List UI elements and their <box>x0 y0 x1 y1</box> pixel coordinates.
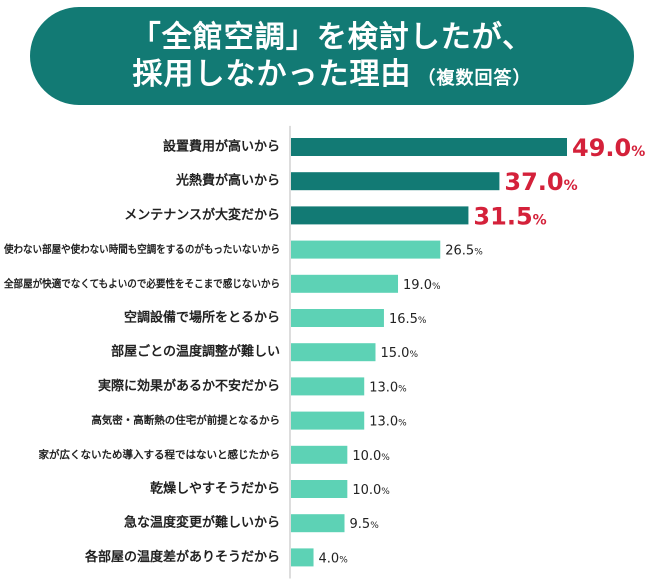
value-unit: % <box>409 350 418 360</box>
value-unit: % <box>564 178 578 194</box>
value-unit: % <box>631 144 645 160</box>
chart-title-line2-text: 採用しなかった理由 <box>132 57 412 92</box>
value-label: 10.0% <box>352 449 390 464</box>
category-label: 高気密・高断熱の住宅が前提となるから <box>91 414 280 427</box>
value-unit: % <box>370 521 379 531</box>
value-label: 9.5% <box>350 517 380 532</box>
value-unit: % <box>474 248 483 258</box>
category-label: 全部屋が快適でなくてもよいので必要性をそこまで感じないから <box>3 277 280 290</box>
value-unit: % <box>339 555 348 565</box>
value-label: 16.5% <box>389 312 427 327</box>
value-number: 9.5 <box>350 517 371 532</box>
value-number: 49.0 <box>572 134 631 162</box>
chart-title-line1: 「全館空調」を検討したが、 <box>130 20 534 55</box>
value-number: 19.0 <box>403 278 432 293</box>
value-unit: % <box>533 212 547 228</box>
bar <box>291 445 348 464</box>
value-label: 37.0% <box>504 168 577 196</box>
value-label: 4.0% <box>319 551 349 566</box>
bar <box>291 514 345 533</box>
value-number: 16.5 <box>389 312 418 327</box>
bar <box>291 309 384 327</box>
bar <box>291 240 441 259</box>
value-number: 15.0 <box>380 346 409 361</box>
category-label: 使わない部屋や使わない時間も空調をするのがもったいないから <box>3 243 280 256</box>
bar <box>291 274 399 293</box>
category-label: 光熱費が高いから <box>175 173 280 189</box>
category-label: 空調設備で場所をとるから <box>124 310 280 326</box>
bar <box>291 377 365 396</box>
value-number: 31.5 <box>473 202 532 230</box>
category-label: 部屋ごとの温度調整が難しい <box>111 344 280 360</box>
bar <box>291 480 348 498</box>
value-number: 26.5 <box>445 244 474 259</box>
category-label: 実際に効果があるか不安だから <box>98 378 280 394</box>
bar <box>291 411 365 430</box>
bar <box>291 172 500 191</box>
value-number: 4.0 <box>319 551 340 566</box>
value-label: 49.0% <box>572 134 645 162</box>
bar <box>291 206 469 225</box>
chart-title-note: （複数回答） <box>417 68 532 89</box>
title-banner: 「全館空調」を検討したが、 採用しなかった理由 （複数回答） <box>30 7 634 105</box>
value-label: 31.5% <box>473 202 546 230</box>
category-label: 乾燥しやすそうだから <box>150 481 280 497</box>
value-label: 19.0% <box>403 278 441 293</box>
category-label: 設置費用が高いから <box>163 139 280 155</box>
value-unit: % <box>398 419 407 429</box>
chart-title-line2: 採用しなかった理由 （複数回答） <box>30 56 634 98</box>
value-label: 26.5% <box>445 244 483 259</box>
value-unit: % <box>381 453 390 463</box>
value-number: 13.0 <box>369 415 398 430</box>
category-label: 家が広くないため導入する程ではないと感じたから <box>39 448 281 461</box>
category-label: 各部屋の温度差がありそうだから <box>84 549 280 565</box>
value-label: 13.0% <box>369 415 407 430</box>
value-number: 13.0 <box>369 380 398 395</box>
value-number: 10.0 <box>352 449 381 464</box>
value-number: 37.0 <box>504 168 563 196</box>
category-label: 急な温度変更が難しいから <box>124 515 280 531</box>
category-label: メンテナンスが大変だから <box>124 207 280 223</box>
value-unit: % <box>418 316 427 326</box>
value-label: 10.0% <box>352 483 390 498</box>
bar <box>291 548 314 567</box>
value-label: 13.0% <box>369 380 407 395</box>
value-number: 10.0 <box>352 483 381 498</box>
bar <box>291 138 567 156</box>
bar <box>291 343 376 362</box>
value-unit: % <box>398 384 407 394</box>
value-label: 15.0% <box>380 346 418 361</box>
value-unit: % <box>432 282 441 292</box>
value-unit: % <box>381 487 390 497</box>
